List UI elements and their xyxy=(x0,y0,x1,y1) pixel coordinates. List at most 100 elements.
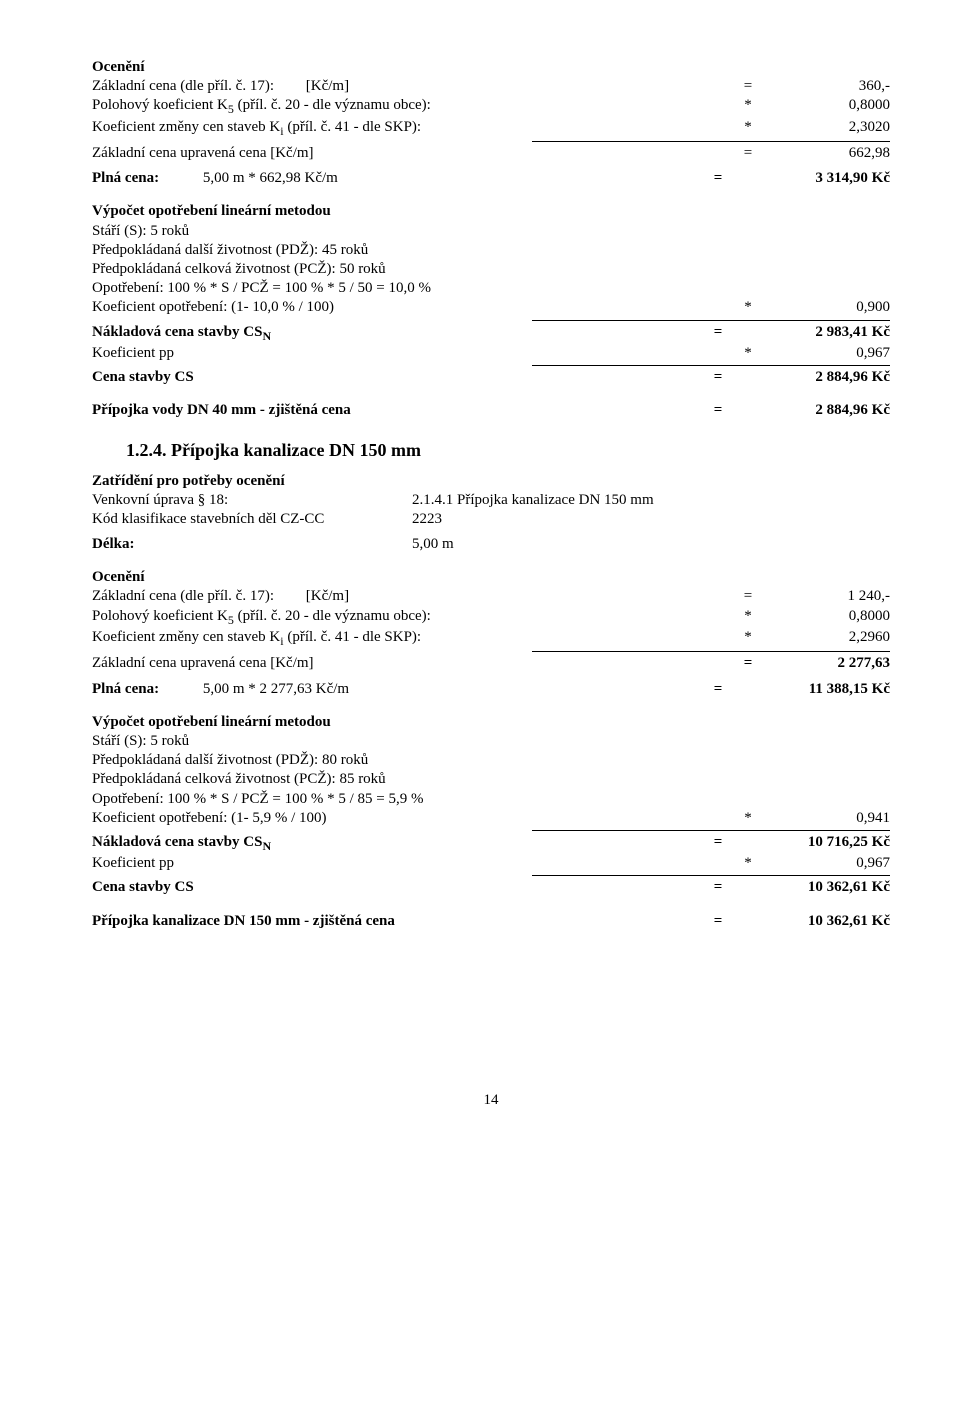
zjistena-op-1: = xyxy=(706,401,730,420)
row-ki-2: Koeficient změny cen staveb Ki (příl. č.… xyxy=(92,628,890,649)
plna-calc-1: 5,00 m * 662,98 Kč/m xyxy=(203,170,338,186)
pcz-1: Předpokládaná celková životnost (PCŽ): 5… xyxy=(92,260,890,279)
koef-opot-val-2: 0,941 xyxy=(760,809,890,828)
row-zjistena-1: Přípojka vody DN 40 mm - zjištěná cena =… xyxy=(92,401,890,420)
zakladni-val-2: 1 240,- xyxy=(760,587,890,606)
k5-suffix-2: (příl. č. 20 - dle významu obce): xyxy=(234,608,431,624)
koef-opot-val-1: 0,900 xyxy=(760,298,890,317)
cenastavby-val-1: 2 884,96 Kč xyxy=(730,368,890,387)
zjistena-val-1: 2 884,96 Kč xyxy=(730,401,890,420)
row-plna-2: Plná cena: 5,00 m * 2 277,63 Kč/m = 11 3… xyxy=(92,680,890,699)
upravena-label-2: Základní cena upravená cena [Kč/m] xyxy=(92,654,736,673)
upravena-val-1: 662,98 xyxy=(760,144,890,163)
nakladova-sub-1: N xyxy=(262,329,271,343)
vypocet-heading-1: Výpočet opotřebení lineární metodou xyxy=(92,202,890,221)
row-upravena-1: Základní cena upravená cena [Kč/m] = 662… xyxy=(92,144,890,163)
cenastavby-op-2: = xyxy=(706,878,730,897)
nakladova-val-2: 10 716,25 Kč xyxy=(730,833,890,852)
row-delka: Délka: 5,00 m xyxy=(92,535,890,554)
row-venkovni: Venkovní úprava § 18: 2.1.4.1 Přípojka k… xyxy=(92,491,890,510)
cenastavby-label-1: Cena stavby CS xyxy=(92,368,706,387)
row-zakladni-2: Základní cena (dle příl. č. 17): [Kč/m] … xyxy=(92,587,890,606)
page-number: 14 xyxy=(92,1091,890,1110)
nakladova-label-1: Nákladová cena stavby CS xyxy=(92,324,262,340)
venkovni-val: 2.1.4.1 Přípojka kanalizace DN 150 mm xyxy=(412,491,890,510)
k5-suffix-1: (příl. č. 20 - dle významu obce): xyxy=(234,97,431,113)
kod-val: 2223 xyxy=(412,510,890,529)
row-cenastavby-1: Cena stavby CS = 2 884,96 Kč xyxy=(92,368,890,387)
plna-label-1: Plná cena: xyxy=(92,170,159,186)
k5-val-2: 0,8000 xyxy=(760,607,890,626)
stari-1: Stáří (S): 5 roků xyxy=(92,222,890,241)
delka-label: Délka: xyxy=(92,535,412,554)
zjistena-op-2: = xyxy=(706,912,730,931)
ki-val-1: 2,3020 xyxy=(760,118,890,137)
row-kod: Kód klasifikace stavebních děl CZ-CC 222… xyxy=(92,510,890,529)
upravena-val-2: 2 277,63 xyxy=(760,654,890,673)
koef-opot-label-2: Koeficient opotřebení: (1- 5,9 % / 100) xyxy=(92,809,736,828)
koef-opot-op-2: * xyxy=(736,809,760,828)
zakladni-op-2: = xyxy=(736,587,760,606)
zjistena-label-2: Přípojka kanalizace DN 150 mm - zjištěná… xyxy=(92,912,706,931)
row-koefpp-2: Koeficient pp * 0,967 xyxy=(92,854,890,873)
opotrebeni-calc-1: Opotřebení: 100 % * S / PCŽ = 100 % * 5 … xyxy=(92,279,890,298)
zakladni-label-1: Základní cena (dle příl. č. 17): xyxy=(92,77,274,96)
ki-op-2: * xyxy=(736,628,760,647)
row-zjistena-2: Přípojka kanalizace DN 150 mm - zjištěná… xyxy=(92,912,890,931)
ki-suffix-2: (příl. č. 41 - dle SKP): xyxy=(284,629,421,645)
nakladova-label-2: Nákladová cena stavby CS xyxy=(92,834,262,850)
vypocet-heading-2: Výpočet opotřebení lineární metodou xyxy=(92,713,890,732)
delka-val: 5,00 m xyxy=(412,535,890,554)
pdz-2: Předpokládaná další životnost (PDŽ): 80 … xyxy=(92,751,890,770)
k5-val-1: 0,8000 xyxy=(760,96,890,115)
plna-op-2: = xyxy=(706,680,730,699)
oceneni-heading-1: Ocenění xyxy=(92,58,890,77)
row-koef-opot-2: Koeficient opotřebení: (1- 5,9 % / 100) … xyxy=(92,809,890,828)
koefpp-label-1: Koeficient pp xyxy=(92,344,736,363)
oceneni-heading-2: Ocenění xyxy=(92,568,890,587)
row-ki-1: Koeficient změny cen staveb Ki (příl. č.… xyxy=(92,118,890,139)
pcz-2: Předpokládaná celková životnost (PCŽ): 8… xyxy=(92,770,890,789)
k5-label-2: Polohový koeficient K xyxy=(92,608,228,624)
upravena-op-1: = xyxy=(736,144,760,163)
zakladni-label-2: Základní cena (dle příl. č. 17): xyxy=(92,587,274,606)
cenastavby-op-1: = xyxy=(706,368,730,387)
koefpp-val-2: 0,967 xyxy=(760,854,890,873)
nakladova-op-1: = xyxy=(706,323,730,342)
kcm-label-1: [Kč/m] xyxy=(306,77,349,96)
stari-2: Stáří (S): 5 roků xyxy=(92,732,890,751)
pdz-1: Předpokládaná další životnost (PDŽ): 45 … xyxy=(92,241,890,260)
koefpp-val-1: 0,967 xyxy=(760,344,890,363)
zjistena-label-1: Přípojka vody DN 40 mm - zjištěná cena xyxy=(92,401,706,420)
zakladni-op-1: = xyxy=(736,77,760,96)
k5-op-1: * xyxy=(736,96,760,115)
ki-val-2: 2,2960 xyxy=(760,628,890,647)
opotrebeni-calc-2: Opotřebení: 100 % * S / PCŽ = 100 % * 5 … xyxy=(92,790,890,809)
cenastavby-label-2: Cena stavby CS xyxy=(92,878,706,897)
ki-label-2: Koeficient změny cen staveb K xyxy=(92,629,280,645)
zatrideni-heading: Zatřídění pro potřeby ocenění xyxy=(92,472,890,491)
nakladova-op-2: = xyxy=(706,833,730,852)
ki-op-1: * xyxy=(736,118,760,137)
zakladni-val-1: 360,- xyxy=(760,77,890,96)
row-plna-1: Plná cena: 5,00 m * 662,98 Kč/m = 3 314,… xyxy=(92,169,890,188)
row-koefpp-1: Koeficient pp * 0,967 xyxy=(92,344,890,363)
koef-opot-label-1: Koeficient opotřebení: (1- 10,0 % / 100) xyxy=(92,298,736,317)
plna-val-2: 11 388,15 Kč xyxy=(730,680,890,699)
koefpp-label-2: Koeficient pp xyxy=(92,854,736,873)
kcm-label-2: [Kč/m] xyxy=(306,587,349,606)
row-upravena-2: Základní cena upravená cena [Kč/m] = 2 2… xyxy=(92,654,890,673)
k5-op-2: * xyxy=(736,607,760,626)
koef-opot-op-1: * xyxy=(736,298,760,317)
nakladova-sub-2: N xyxy=(262,839,271,853)
row-koef-opot-1: Koeficient opotřebení: (1- 10,0 % / 100)… xyxy=(92,298,890,317)
kod-label: Kód klasifikace stavebních děl CZ-CC xyxy=(92,510,412,529)
upravena-label-1: Základní cena upravená cena [Kč/m] xyxy=(92,144,736,163)
plna-label-2: Plná cena: xyxy=(92,681,159,697)
row-k5-1: Polohový koeficient K5 (příl. č. 20 - dl… xyxy=(92,96,890,117)
plna-calc-2: 5,00 m * 2 277,63 Kč/m xyxy=(203,681,349,697)
plna-op-1: = xyxy=(706,169,730,188)
ki-label-1: Koeficient změny cen staveb K xyxy=(92,119,280,135)
plna-val-1: 3 314,90 Kč xyxy=(730,169,890,188)
koefpp-op-1: * xyxy=(736,344,760,363)
